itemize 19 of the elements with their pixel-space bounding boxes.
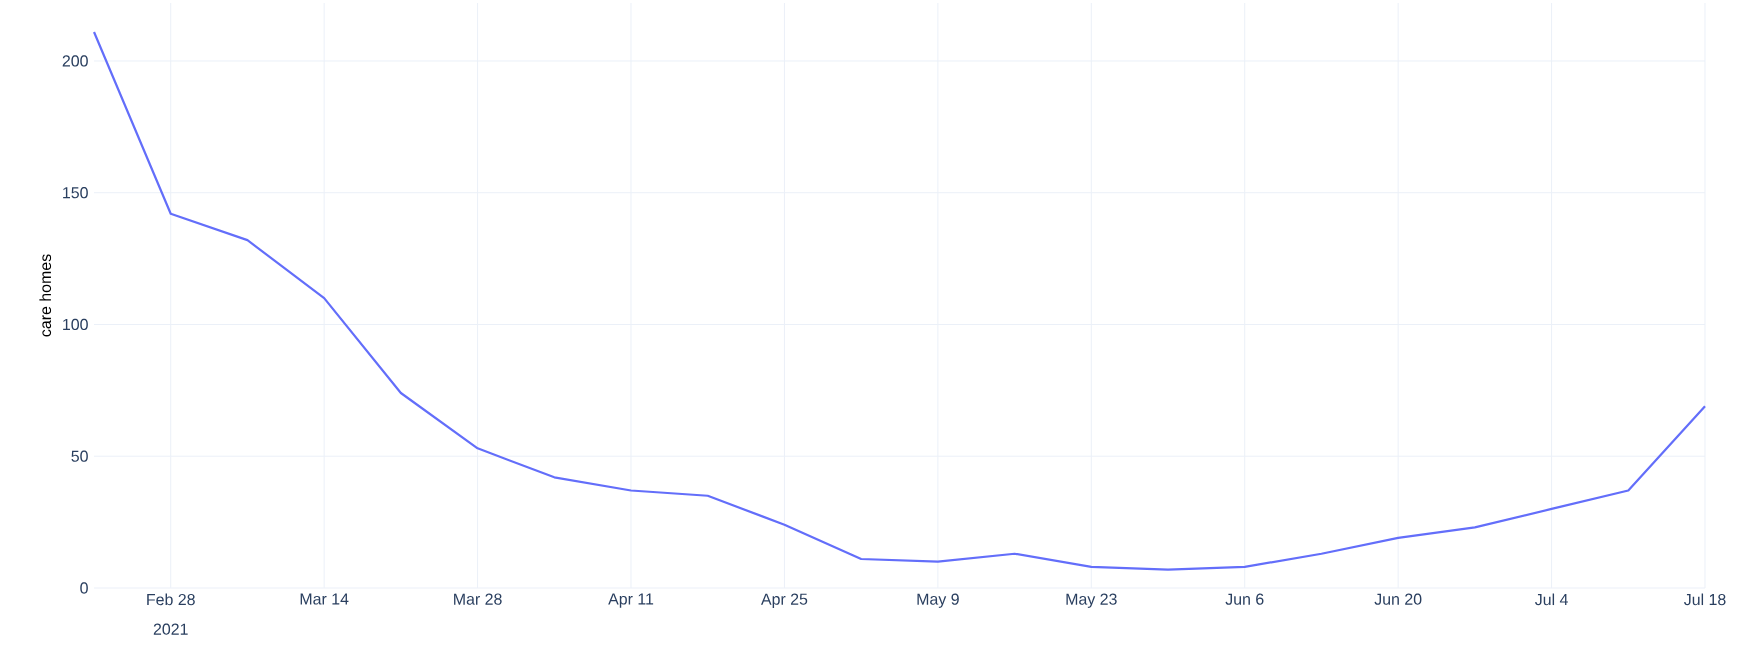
line-series (92, 30, 1707, 571)
y-tick-label: 50 (71, 450, 88, 462)
y-tick-label: 0 (80, 582, 88, 594)
y-tick-label: 200 (62, 55, 88, 67)
x-tick-label: Apr 11 (608, 593, 654, 608)
x-tick-label: Jun 20 (1374, 593, 1422, 605)
x-tick-label: Feb 28 (147, 593, 195, 606)
x-tick-label: Mar 28 (454, 593, 502, 605)
text: 2021 (153, 623, 188, 635)
x-tick-label: Jun 6 (1225, 593, 1264, 605)
y-axis-title: care homes (39, 254, 52, 337)
x-tick-label: Jul 18 (1684, 593, 1726, 606)
x-tick-label: May 9 (917, 593, 959, 608)
x-tick-label: May 23 (1066, 593, 1117, 608)
x-tick-label: Jul 4 (1535, 593, 1568, 606)
y-tick-label: 100 (63, 318, 88, 331)
y-tick-label: 150 (63, 187, 88, 199)
x-tick-label: Mar 14 (300, 593, 349, 605)
x-tick-label: Apr 25 (760, 593, 808, 608)
